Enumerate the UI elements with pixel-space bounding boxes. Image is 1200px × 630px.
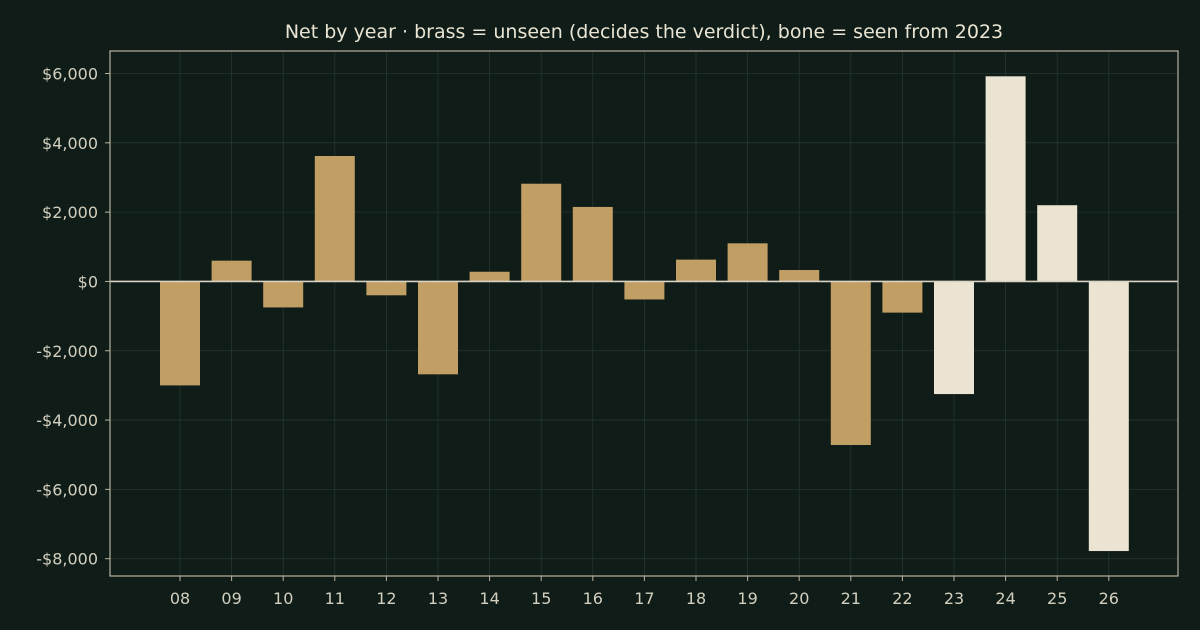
- x-tick-label: 20: [789, 589, 809, 608]
- x-tick-label: 19: [737, 589, 757, 608]
- x-tick-label: 23: [944, 589, 964, 608]
- y-axis-ticks: $6,000 $4,000 $2,000 $0 -$2,000 -$4,000 -$6,00…: [36, 65, 110, 569]
- bar-26: [1088, 281, 1129, 552]
- bar-25: [1037, 205, 1078, 282]
- x-tick-label: 09: [221, 589, 241, 608]
- y-tick-label: -$4,000: [36, 411, 98, 430]
- bar-14: [469, 271, 510, 282]
- y-tick-label: $2,000: [42, 203, 98, 222]
- y-tick-label: $0: [78, 272, 98, 291]
- bar-15: [521, 183, 562, 282]
- x-tick-label: 13: [428, 589, 448, 608]
- bar-18: [676, 259, 716, 282]
- x-tick-label: 08: [170, 589, 190, 608]
- bar-16: [572, 206, 613, 282]
- y-tick-label: -$6,000: [36, 480, 98, 499]
- x-tick-label: 17: [634, 589, 654, 608]
- bar-17: [624, 281, 665, 300]
- bar-09: [211, 260, 252, 282]
- y-tick-label: $6,000: [42, 65, 98, 84]
- y-tick-label: -$2,000: [36, 342, 98, 361]
- bar-08: [160, 281, 200, 386]
- bar-13: [418, 281, 458, 375]
- x-tick-label: 11: [325, 589, 345, 608]
- x-axis-ticks: 08 09 10 11 12 13 14 15 16 17 18 19 20 21 22 23 24 25 26: [170, 576, 1119, 608]
- x-tick-label: 15: [531, 589, 551, 608]
- bar-10: [263, 281, 304, 308]
- bar-24: [985, 76, 1026, 282]
- y-tick-label: -$8,000: [36, 550, 98, 569]
- x-tick-label: 22: [892, 589, 912, 608]
- x-tick-label: 21: [841, 589, 861, 608]
- x-tick-label: 14: [479, 589, 499, 608]
- x-tick-label: 24: [995, 589, 1015, 608]
- x-tick-label: 16: [583, 589, 603, 608]
- bar-20: [779, 270, 820, 282]
- bar-12: [366, 281, 407, 296]
- bar-23: [934, 281, 974, 395]
- bar-21: [830, 281, 871, 446]
- y-tick-label: $4,000: [42, 134, 98, 153]
- x-tick-label: 12: [376, 589, 396, 608]
- x-tick-label: 10: [273, 589, 293, 608]
- x-tick-label: 25: [1047, 589, 1067, 608]
- chart-title: Net by year · brass = unseen (decides th…: [285, 21, 1003, 43]
- bar-11: [314, 156, 355, 282]
- x-tick-label: 18: [686, 589, 706, 608]
- x-tick-label: 26: [1099, 589, 1119, 608]
- bar-19: [727, 243, 768, 282]
- bar-22: [882, 281, 923, 313]
- bars: [160, 76, 1129, 552]
